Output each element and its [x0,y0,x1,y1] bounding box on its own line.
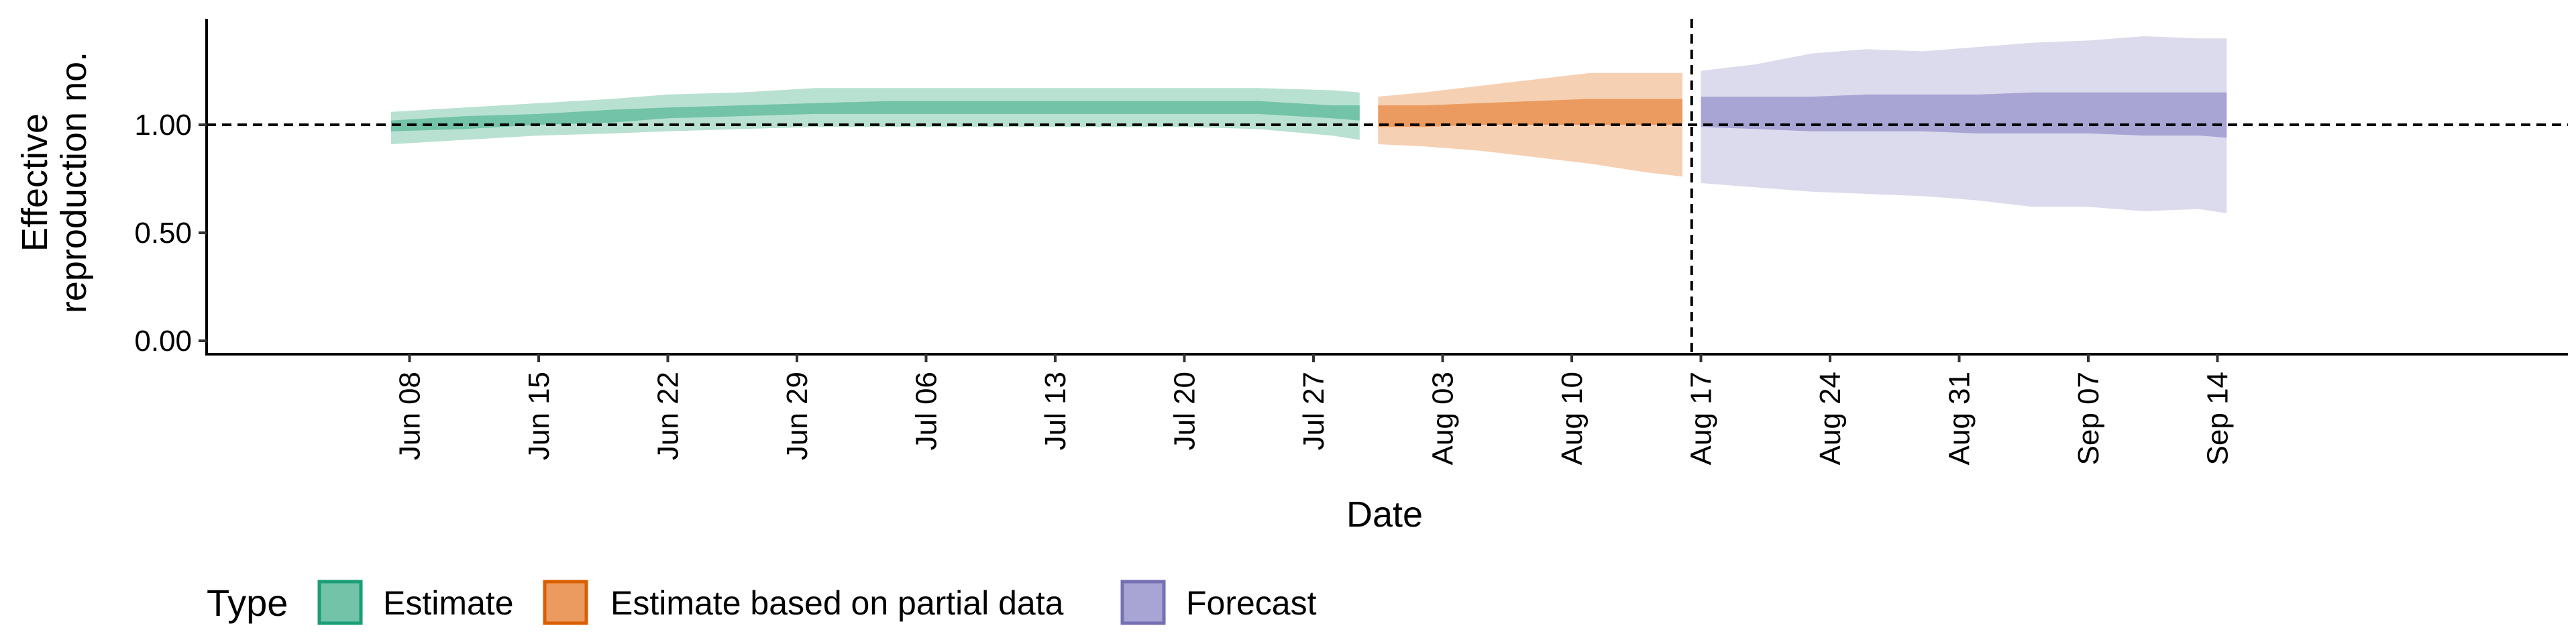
x-tick-label: Jul 13 [1039,372,1072,450]
x-axis-title: Date [1346,494,1423,535]
x-tick-label: Jul 20 [1169,372,1201,450]
y-tick-label: 0.00 [134,325,192,358]
estimate-inner-band [391,101,1360,131]
y-tick-labels: 0.00 0.50 1.00 [134,109,207,358]
x-tick-label: Aug 24 [1814,372,1847,465]
x-tick-label: Jul 06 [910,372,943,450]
reference-lines [207,19,2568,354]
x-tick-label: Aug 03 [1427,372,1460,465]
legend-label-forecast: Forecast [1186,584,1317,622]
x-tick-labels: Jun 08 Jun 15 Jun 22 Jun 29 Jul 06 Jul 13 Jul … [394,354,2235,465]
x-tick-label: Jun 15 [523,372,555,460]
x-tick-label: Sep 07 [2072,372,2105,465]
x-tick-label: Aug 31 [1943,372,1976,465]
legend-label-estimate: Estimate [383,584,514,622]
x-tick-label: Aug 17 [1685,372,1718,465]
y-axis-title-line-2: reproduction no. [54,52,94,313]
legend-label-partial: Estimate based on partial data [610,584,1064,622]
x-tick-label: Jun 08 [394,372,427,460]
legend-key-partial [543,580,588,625]
legend-title: Type [207,582,288,624]
x-tick-label: Sep 14 [2202,372,2235,465]
x-tick-label: Jun 29 [781,372,814,460]
y-tick-label: 0.50 [134,217,192,250]
y-axis-title-line-1: Effective [15,113,55,252]
legend-key-estimate [317,580,363,625]
legend: Type Estimate Estimate based on partial … [207,580,1317,625]
axes [205,19,2568,356]
y-tick-label: 1.00 [134,109,192,142]
x-tick-label: Jun 22 [652,372,685,460]
ribbons-layer [391,36,2227,213]
legend-key-forecast [1120,580,1166,625]
x-tick-label: Aug 10 [1556,372,1589,465]
partial-inner-band [1378,99,1682,127]
x-tick-label: Jul 27 [1297,372,1330,450]
forecast-inner-band [1701,92,2227,138]
